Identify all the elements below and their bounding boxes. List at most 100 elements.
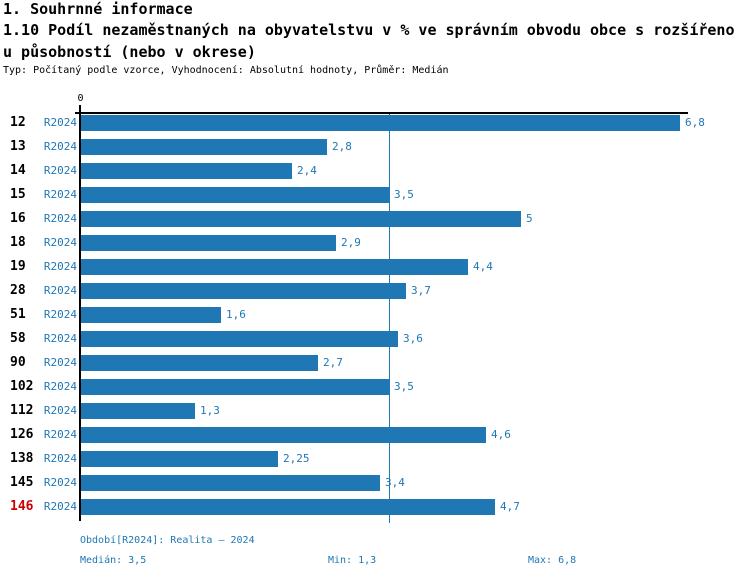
chart-row: 145 R2024 3,4 [0,475,750,491]
value-axis-line [75,112,688,114]
median-stat: Medián: 3,5 [80,555,147,566]
chart-row: 138 R2024 2,25 [0,451,750,467]
bar [81,451,278,467]
row-category-label: 102 [10,379,34,394]
bar [81,115,680,131]
median-reference-line [388,114,391,523]
row-series-label: R2024 [43,404,77,417]
row-category-label: 18 [10,235,26,250]
chart-row: 51 R2024 1,6 [0,307,750,323]
bar [81,331,398,347]
chart-row: 146 R2024 4,7 [0,499,750,515]
bar [81,235,336,251]
row-series-label: R2024 [43,164,77,177]
row-category-label: 14 [10,163,26,178]
row-series-label: R2024 [43,308,77,321]
bar-value-label: 2,7 [323,356,343,369]
row-category-label: 126 [10,427,34,442]
chart-row: 18 R2024 2,9 [0,235,750,251]
bar [81,163,292,179]
min-stat: Min: 1,3 [328,555,377,566]
bar [81,307,221,323]
bar-value-label: 3,5 [394,380,414,393]
row-category-label: 19 [10,259,26,274]
bar-value-label: 3,7 [411,284,431,297]
row-category-label: 15 [10,187,26,202]
section-heading: 1. Souhrnné informace [3,0,193,18]
bar [81,259,468,275]
period-note: Období[R2024]: Realita – 2024 [80,535,255,546]
chart-title-line1: 1.10 Podíl nezaměstnaných na obyvatelstv… [3,21,735,39]
bar [81,379,389,395]
row-series-label: R2024 [43,452,77,465]
bar [81,475,380,491]
bar [81,283,406,299]
bar-value-label: 3,6 [403,332,423,345]
chart-row: 16 R2024 5 [0,211,750,227]
bar-value-label: 1,3 [200,404,220,417]
chart-subtitle: Typ: Počítaný podle vzorce, Vyhodnocení:… [3,65,449,76]
bar-value-label: 6,8 [685,116,705,129]
bar-value-label: 3,5 [394,188,414,201]
row-category-label: 58 [10,331,26,346]
bar [81,355,318,371]
chart-row: 58 R2024 3,6 [0,331,750,347]
bar [81,427,486,443]
chart-title-line2: u působností (nebo v okrese) [3,43,256,61]
category-axis-line [79,105,81,521]
value-axis-zero-tick-label: 0 [77,93,84,104]
bar [81,403,195,419]
bar [81,499,495,515]
row-category-label: 145 [10,475,34,490]
row-category-label: 28 [10,283,26,298]
max-stat: Max: 6,8 [528,555,577,566]
bar [81,211,521,227]
row-series-label: R2024 [43,212,77,225]
bar-value-label: 2,25 [283,452,310,465]
row-category-label: 138 [10,451,34,466]
chart-row: 102 R2024 3,5 [0,379,750,395]
row-series-label: R2024 [43,260,77,273]
row-series-label: R2024 [43,236,77,249]
chart-row: 15 R2024 3,5 [0,187,750,203]
row-category-label: 51 [10,307,26,322]
bar [81,139,327,155]
row-series-label: R2024 [43,500,77,513]
bar-value-label: 5 [526,212,533,225]
row-series-label: R2024 [43,332,77,345]
bar-value-label: 4,6 [491,428,511,441]
bar-value-label: 2,4 [297,164,317,177]
row-series-label: R2024 [43,188,77,201]
row-category-label: 12 [10,115,26,130]
row-series-label: R2024 [43,476,77,489]
row-series-label: R2024 [43,356,77,369]
chart-row: 13 R2024 2,8 [0,139,750,155]
bar-value-label: 4,4 [473,260,493,273]
row-category-label: 13 [10,139,26,154]
row-series-label: R2024 [43,380,77,393]
chart-row: 112 R2024 1,3 [0,403,750,419]
row-category-label: 112 [10,403,34,418]
row-series-label: R2024 [43,284,77,297]
bar [81,187,389,203]
chart-row: 126 R2024 4,6 [0,427,750,443]
chart-row: 14 R2024 2,4 [0,163,750,179]
bar-value-label: 3,4 [385,476,405,489]
row-series-label: R2024 [43,428,77,441]
bar-value-label: 4,7 [500,500,520,513]
bar-value-label: 2,9 [341,236,361,249]
bar-value-label: 2,8 [332,140,352,153]
bar-value-label: 1,6 [226,308,246,321]
row-category-label: 16 [10,211,26,226]
row-series-label: R2024 [43,116,77,129]
chart-row: 19 R2024 4,4 [0,259,750,275]
row-category-label: 90 [10,355,26,370]
chart-row: 28 R2024 3,7 [0,283,750,299]
chart-row: 12 R2024 6,8 [0,115,750,131]
row-category-label: 146 [10,499,34,514]
row-series-label: R2024 [43,140,77,153]
chart-row: 90 R2024 2,7 [0,355,750,371]
